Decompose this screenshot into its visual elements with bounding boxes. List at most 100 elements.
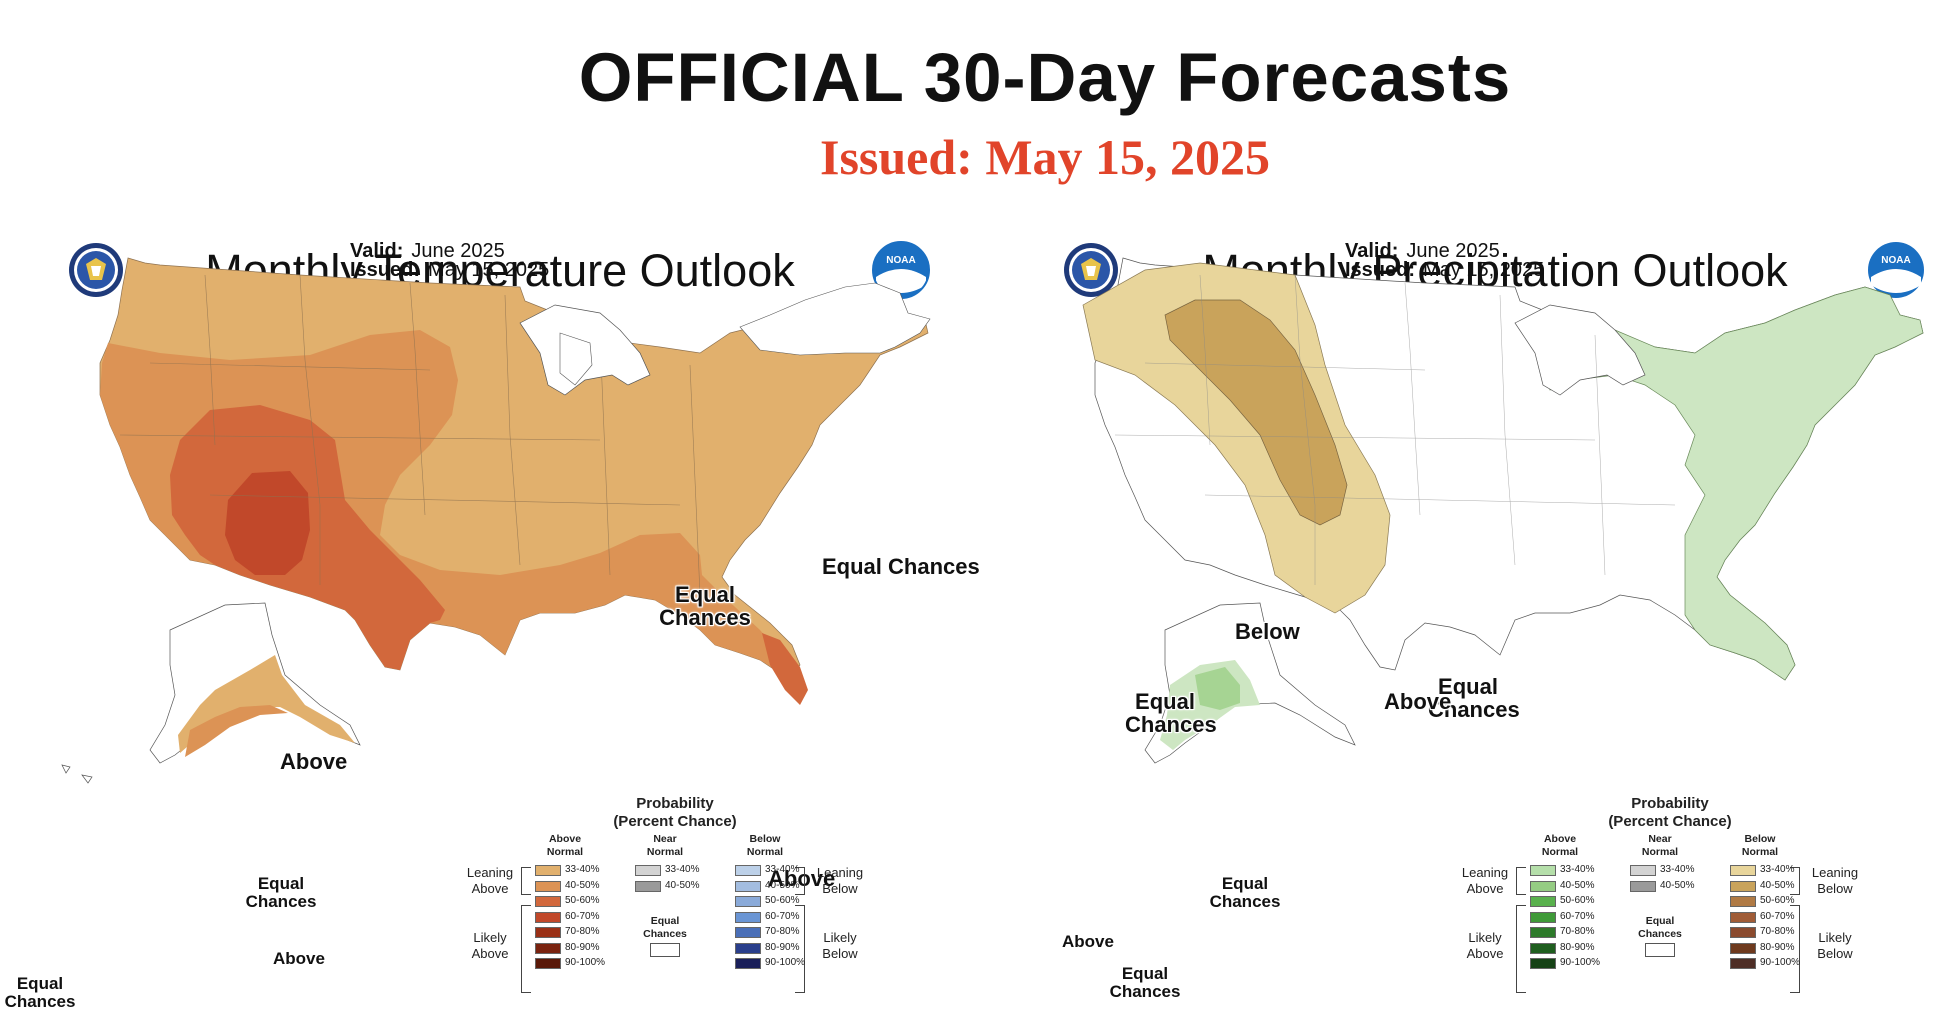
below-swatch-label: 33-40% xyxy=(1760,864,1795,875)
main-title: OFFICIAL 30-Day Forecasts xyxy=(578,39,1512,116)
issued-date-title: Issued: May 15, 2025 xyxy=(819,129,1271,185)
above-swatch-label: 60-70% xyxy=(1560,910,1595,922)
temp-alaska-40-50 xyxy=(185,705,288,757)
precip-label-equal-ak: Equal Chances xyxy=(1209,874,1281,911)
precip-label-above-ak: Above xyxy=(1062,932,1114,951)
below-swatch xyxy=(735,958,761,969)
temperature-map xyxy=(61,257,931,784)
precipitation-outlook-panel: Monthly Precipitation Outlook NOAA Valid… xyxy=(995,235,1954,1015)
temp-50-60-florida xyxy=(762,633,808,705)
legend-leaning-above: Leaning Above xyxy=(1461,865,1509,897)
precipitation-legend: Probability (Percent Chance) Above Normal… xyxy=(1450,795,1870,1010)
above-swatch xyxy=(535,911,561,923)
below-swatch-label: 50-60% xyxy=(765,895,800,906)
below-swatch-label: 80-90% xyxy=(1760,941,1795,953)
above-swatch-label: 50-60% xyxy=(1560,895,1595,906)
precip-label-below-west: Below xyxy=(1235,619,1300,644)
above-swatch xyxy=(535,942,561,954)
near-swatch-label: 33-40% xyxy=(1660,864,1695,875)
below-swatch-label: 90-100% xyxy=(1760,957,1801,968)
below-swatch xyxy=(1730,911,1756,923)
precip-above-33-40 xyxy=(1534,286,1924,681)
near-swatch xyxy=(1630,880,1656,892)
below-swatch xyxy=(735,911,761,923)
above-swatch-label: 90-100% xyxy=(1560,957,1601,968)
svg-text:NOAA: NOAA xyxy=(886,255,915,266)
commerce-seal-icon xyxy=(1064,243,1118,297)
above-swatch-label: 70-80% xyxy=(565,926,600,937)
below-swatch-label: 50-60% xyxy=(1760,895,1795,906)
temp-label-equal-gl: Equal Chances xyxy=(659,582,751,631)
below-swatch xyxy=(735,880,761,892)
noaa-logo-icon: NOAA xyxy=(1868,242,1924,298)
legend-likely-above: Likely Above xyxy=(471,930,509,962)
precip-below-33-40 xyxy=(1082,262,1391,614)
temp-hawaii xyxy=(61,764,93,784)
legend-leaning-above: Leaning Above xyxy=(466,865,514,897)
temp-ne-white xyxy=(739,282,931,356)
legend-equal-swatch xyxy=(650,943,680,957)
precip-alaska-above-40 xyxy=(1195,667,1240,710)
temperature-issued: Issued: May 15, 2025 xyxy=(350,259,550,281)
legend-leaning-below: Leaning Below xyxy=(1811,865,1859,897)
below-swatch-label: 70-80% xyxy=(765,926,800,937)
below-swatch-label: 90-100% xyxy=(765,957,806,968)
above-swatch-label: 33-40% xyxy=(1560,864,1595,875)
legend-col-below: Below Normal xyxy=(1741,833,1779,858)
precipitation-issued: Issued: May 15, 2025 xyxy=(1345,259,1545,281)
precip-label-equal-west: Equal Chances xyxy=(1125,689,1217,738)
below-swatch xyxy=(735,865,761,876)
above-swatch xyxy=(1530,927,1556,938)
above-swatch-label: 80-90% xyxy=(565,941,600,953)
above-swatch xyxy=(1530,865,1556,876)
legend-likely-below: Likely Below xyxy=(1817,930,1853,962)
above-swatch-label: 80-90% xyxy=(1560,941,1595,953)
below-swatch xyxy=(1730,958,1756,969)
temp-label-equal-ak: Equal Chances xyxy=(245,874,317,911)
precipitation-valid: Valid: June 2025 xyxy=(1345,240,1500,262)
above-swatch-label: 33-40% xyxy=(565,864,600,875)
commerce-seal-icon xyxy=(69,243,123,297)
below-swatch-label: 70-80% xyxy=(1760,926,1795,937)
near-swatch xyxy=(1630,865,1656,876)
legend-leaning-below: Leaning Below xyxy=(816,865,864,897)
svg-text:NOAA: NOAA xyxy=(1881,255,1910,266)
temp-60-70 xyxy=(225,471,310,575)
above-swatch xyxy=(1530,911,1556,923)
below-swatch-label: 60-70% xyxy=(1760,910,1795,922)
temp-label-above-sw: Above xyxy=(280,749,348,774)
above-swatch-label: 40-50% xyxy=(565,879,600,891)
legend-equal-chances: Equal Chances xyxy=(643,915,687,940)
below-swatch xyxy=(1730,880,1756,892)
temp-label-above-fl: Above xyxy=(768,866,836,891)
legend-col-above: Above Normal xyxy=(546,833,584,858)
precip-below-40-50 xyxy=(1164,299,1348,526)
below-swatch xyxy=(1730,942,1756,954)
temperature-legend: Probability (Percent Chance) Above Normal… xyxy=(455,795,875,1010)
temperature-valid: Valid: June 2025 xyxy=(350,240,505,262)
below-swatch xyxy=(735,896,761,907)
legend-likely-below: Likely Below xyxy=(822,930,858,962)
near-swatch-label: 40-50% xyxy=(665,879,700,891)
above-swatch xyxy=(535,896,561,907)
below-swatch xyxy=(1730,896,1756,907)
above-swatch xyxy=(1530,958,1556,969)
great-lakes xyxy=(1514,304,1646,396)
temp-label-above-ak: Above xyxy=(273,949,325,968)
temp-label-equal-ne: Equal Chances xyxy=(822,554,980,579)
below-swatch-label: 40-50% xyxy=(765,879,800,891)
below-swatch-label: 80-90% xyxy=(765,941,800,953)
below-swatch xyxy=(735,942,761,954)
near-swatch xyxy=(635,880,661,892)
precip-label-equal-ak-se: Equal Chances xyxy=(1109,964,1181,1001)
legend-equal-chances: Equal Chances xyxy=(1638,915,1682,940)
legend-likely-above: Likely Above xyxy=(1466,930,1504,962)
above-swatch-label: 50-60% xyxy=(565,895,600,906)
above-swatch xyxy=(535,958,561,969)
below-swatch-label: 33-40% xyxy=(765,864,800,875)
precip-label-equal-central: Equal Chances xyxy=(1428,674,1520,723)
legend-title: Probability (Percent Chance) xyxy=(613,795,737,830)
below-swatch xyxy=(1730,865,1756,876)
above-swatch xyxy=(535,880,561,892)
legend-col-above: Above Normal xyxy=(1541,833,1579,858)
